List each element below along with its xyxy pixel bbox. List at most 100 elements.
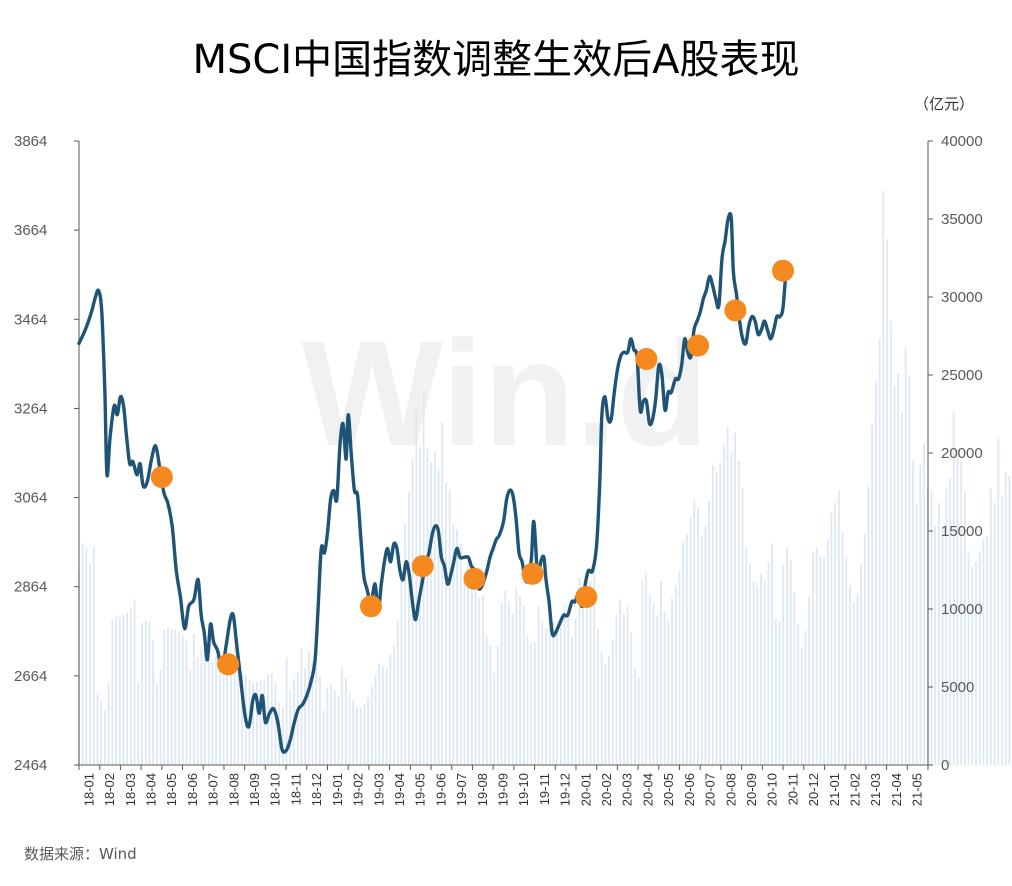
effective-date-marker [687, 334, 710, 357]
turnover-bar [626, 605, 629, 765]
turnover-bar [689, 517, 692, 765]
turnover-bar [956, 449, 959, 765]
turnover-bar [867, 485, 870, 765]
x-tick-label: 20-10 [765, 773, 780, 806]
turnover-bar [852, 602, 855, 765]
index-line-layer [77, 211, 789, 754]
turnover-bar [900, 412, 903, 765]
turnover-bar [163, 629, 166, 765]
marker-layer [150, 259, 794, 676]
turnover-bar [356, 707, 358, 765]
turnover-bar [886, 239, 888, 766]
turnover-bar [630, 632, 633, 765]
x-tick-label: 19-07 [454, 773, 469, 806]
turnover-bar [218, 666, 221, 765]
x-tick-label: 18-07 [206, 773, 221, 806]
turnover-bar [960, 460, 963, 765]
turnover-bar [789, 559, 792, 765]
turnover-bar [374, 674, 377, 765]
turnover-bar [615, 615, 618, 765]
turnover-bar [437, 468, 440, 765]
x-tick-label: 18-12 [309, 773, 324, 806]
x-tick-label: 18-04 [144, 773, 159, 806]
effective-date-marker [360, 595, 382, 618]
turnover-bar [993, 502, 996, 765]
effective-date-marker [217, 653, 240, 676]
x-tick-label: 20-07 [703, 773, 718, 806]
turnover-bar [693, 499, 696, 765]
x-tick-label: 19-04 [392, 773, 407, 806]
turnover-bar [393, 646, 395, 765]
left-tick-label: 2664 [14, 668, 47, 685]
right-tick-label: 15000 [941, 523, 983, 540]
turnover-bar [652, 604, 655, 765]
turnover-bar [752, 580, 755, 765]
turnover-bar [185, 640, 188, 765]
turnover-bar [200, 646, 203, 765]
x-tick-label: 20-03 [620, 773, 635, 806]
turnover-bar [919, 465, 922, 765]
turnover-bar [307, 651, 310, 765]
turnover-bar [860, 565, 862, 765]
x-tick-label: 20-06 [682, 773, 697, 806]
turnover-bar [545, 627, 547, 765]
turnover-bar [504, 590, 507, 765]
turnover-bar [723, 445, 725, 765]
turnover-bar [660, 580, 662, 765]
turnover-bar [389, 654, 392, 765]
turnover-bar [133, 599, 136, 765]
turnover-bar [352, 699, 355, 765]
turnover-bar [648, 595, 651, 765]
x-tick-label: 19-08 [475, 773, 490, 806]
turnover-bar [856, 593, 859, 765]
turnover-bar [385, 668, 388, 765]
left-tick-label: 3064 [14, 490, 47, 507]
turnover-bar [797, 624, 799, 765]
turnover-bar [233, 648, 236, 765]
right-tick-label: 40000 [941, 133, 983, 150]
turnover-bar [563, 605, 566, 765]
x-tick-label: 20-08 [723, 773, 738, 806]
turnover-bar [771, 543, 774, 765]
turnover-bar [719, 462, 722, 765]
turnover-bar [204, 646, 206, 765]
turnover-bar [489, 644, 492, 765]
turnover-bar [152, 640, 155, 765]
turnover-bar [474, 588, 477, 765]
turnover-bar [141, 623, 143, 765]
turnover-bar [226, 663, 229, 765]
turnover-bar [741, 487, 744, 765]
turnover-bar [971, 566, 974, 765]
turnover-bar [745, 546, 748, 765]
turnover-bar [304, 668, 306, 765]
effective-date-marker [575, 586, 598, 608]
x-tick-label: 21-01 [827, 773, 842, 806]
turnover-bar [889, 320, 892, 765]
turnover-bars [78, 190, 1011, 766]
chart-title: MSCI中国指数调整生效后A股表现 [193, 37, 800, 83]
turnover-bar [600, 651, 603, 765]
turnover-bar [845, 557, 848, 765]
left-tick-label: 2864 [14, 579, 47, 596]
turnover-bar [645, 573, 648, 765]
turnover-bar [370, 685, 373, 765]
turnover-bar [986, 535, 989, 765]
turnover-bar [875, 381, 877, 765]
turnover-bar [296, 671, 299, 765]
x-tick-label: 21-04 [889, 773, 904, 806]
effective-date-marker [150, 466, 173, 489]
turnover-bar [100, 701, 103, 765]
turnover-bar [663, 612, 666, 765]
x-tick-label: 20-11 [785, 773, 800, 805]
turnover-bar [923, 443, 926, 765]
turnover-bar [841, 532, 844, 765]
turnover-bar [559, 627, 562, 765]
turnover-bar [812, 552, 814, 765]
turnover-bar [685, 534, 688, 765]
turnover-bar [622, 613, 625, 765]
turnover-bar [511, 613, 514, 765]
turnover-bar [407, 492, 410, 765]
turnover-bar [322, 710, 325, 765]
turnover-bar [85, 548, 88, 765]
turnover-bar [415, 409, 418, 765]
